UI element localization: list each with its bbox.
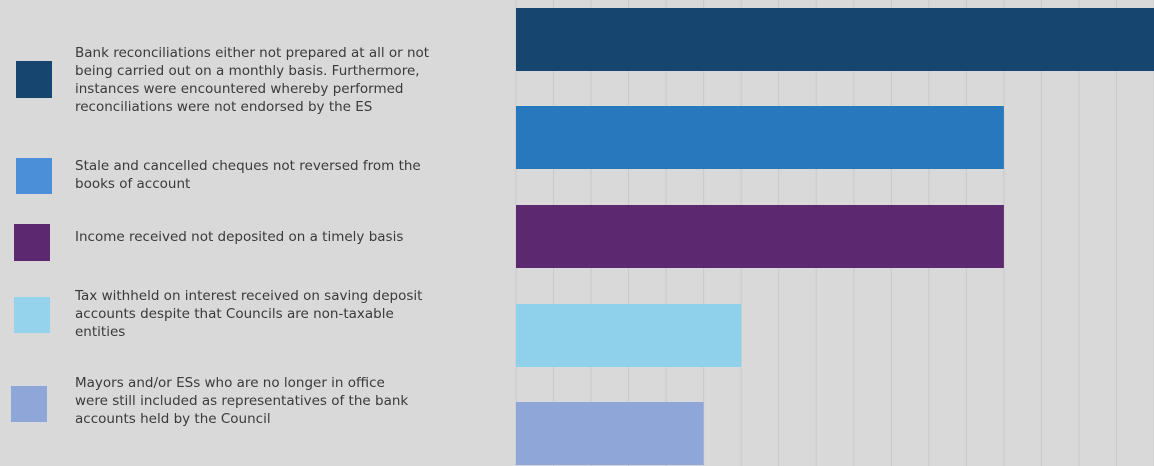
legend-swatch	[11, 386, 47, 422]
legend-label: Tax withheld on interest received on sav…	[75, 288, 423, 340]
bar-2	[516, 106, 1004, 169]
legend-label: Income received not deposited on a timel…	[75, 229, 404, 245]
legend-swatch	[14, 297, 50, 333]
bars	[516, 8, 1154, 465]
bar-3	[516, 205, 1004, 268]
legend-swatch	[16, 61, 52, 98]
legend-label: Bank reconciliations either not prepared…	[75, 45, 430, 115]
legend-swatch	[14, 224, 50, 261]
legend-label: Stale and cancelled cheques not reversed…	[75, 158, 421, 192]
chart-legend: Bank reconciliations either not prepared…	[0, 0, 500, 466]
legend-label: Mayors and/or ESs who are no longer in o…	[75, 375, 409, 427]
bar-5	[516, 402, 704, 465]
legend-swatch	[16, 158, 52, 194]
bar-4	[516, 304, 742, 367]
bar-1	[516, 8, 1154, 71]
